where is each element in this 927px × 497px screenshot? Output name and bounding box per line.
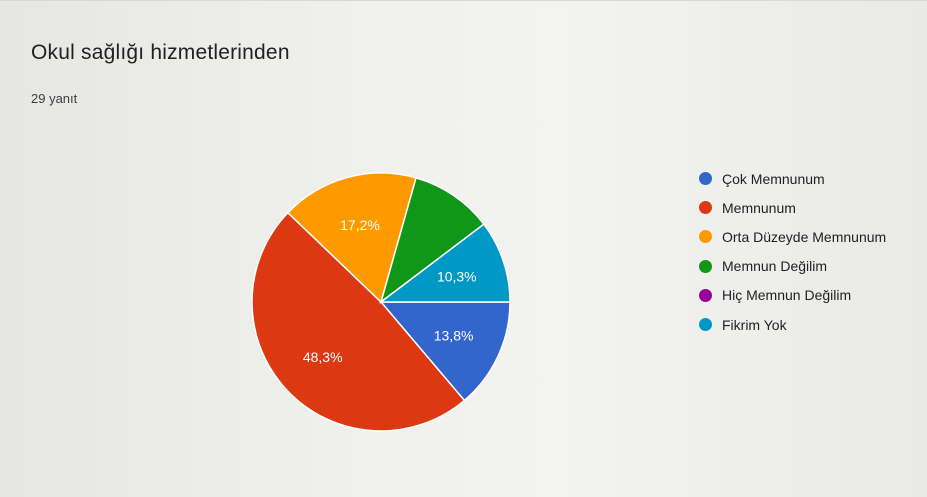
- legend-swatch-4: [699, 288, 712, 302]
- legend-swatch-2: [699, 230, 712, 244]
- legend-swatch-3: [699, 259, 712, 273]
- legend-item[interactable]: Memnunum: [699, 193, 886, 222]
- pie-slice-1[interactable]: [251, 211, 466, 432]
- slice-label-5: 10,3%: [437, 269, 477, 285]
- response-count: 29 yanıt: [31, 91, 78, 106]
- legend-swatch-0: [699, 172, 712, 186]
- legend-label: Çok Memnunum: [722, 170, 825, 187]
- pie-slice-5[interactable]: [378, 223, 511, 303]
- legend-label: Hiç Memnun Değilim: [722, 287, 852, 304]
- slice-label-2: 17,2%: [340, 217, 380, 233]
- legend-item[interactable]: Hiç Memnun Değilim: [699, 281, 886, 310]
- legend-item[interactable]: Çok Memnunum: [699, 164, 886, 193]
- legend-swatch-1: [699, 201, 712, 215]
- legend-item[interactable]: Fikrim Yok: [699, 310, 886, 339]
- legend-label: Memnun Değilim: [722, 258, 828, 275]
- slice-label-0: 13,8%: [434, 328, 474, 344]
- pie-slice-0[interactable]: [379, 301, 511, 402]
- legend-label: Memnunum: [722, 199, 796, 216]
- legend-label: Orta Düzeyde Memnunum: [722, 228, 887, 245]
- pie-slice-2[interactable]: [286, 172, 417, 304]
- pie-slice-3[interactable]: [379, 176, 485, 304]
- legend-swatch-5: [699, 318, 712, 332]
- slice-label-1: 48,3%: [303, 349, 343, 365]
- legend-item[interactable]: Orta Düzeyde Memnunum: [699, 222, 886, 251]
- legend-item[interactable]: Memnun Değilim: [699, 252, 886, 281]
- legend-label: Fikrim Yok: [722, 316, 787, 333]
- chart-title: Okul sağlığı hizmetlerinden: [31, 41, 290, 64]
- chart-legend: Çok Memnunum Memnunum Orta Düzeyde Memnu…: [699, 164, 886, 339]
